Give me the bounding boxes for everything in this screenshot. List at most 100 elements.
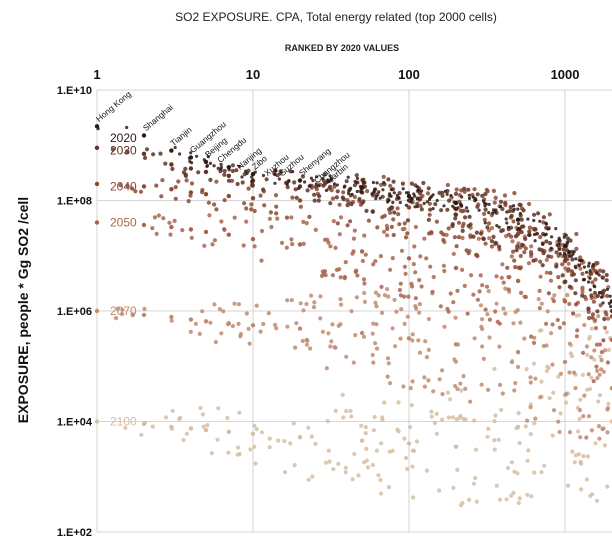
grid-lines bbox=[96, 89, 612, 533]
data-point bbox=[212, 202, 217, 207]
data-point bbox=[596, 424, 602, 429]
data-point bbox=[320, 329, 325, 334]
data-point bbox=[189, 151, 193, 155]
data-point bbox=[190, 161, 194, 165]
data-point bbox=[473, 199, 477, 203]
data-point bbox=[425, 200, 429, 204]
data-point bbox=[250, 196, 256, 201]
data-point bbox=[586, 414, 592, 419]
data-point bbox=[330, 273, 335, 278]
data-point bbox=[311, 179, 315, 183]
data-point bbox=[600, 275, 605, 280]
data-point bbox=[400, 181, 405, 186]
data-point bbox=[532, 232, 537, 237]
data-point bbox=[498, 382, 503, 387]
data-point bbox=[548, 278, 554, 283]
data-point bbox=[298, 204, 303, 209]
data-point bbox=[246, 168, 251, 173]
data-point bbox=[269, 224, 274, 230]
data-point bbox=[402, 294, 407, 299]
data-point bbox=[225, 415, 230, 421]
data-point bbox=[363, 181, 367, 185]
data-point bbox=[261, 321, 266, 327]
data-point bbox=[142, 306, 147, 311]
data-point bbox=[396, 400, 401, 405]
data-point bbox=[481, 356, 486, 361]
data-point bbox=[431, 274, 436, 280]
data-point bbox=[567, 370, 572, 375]
data-point bbox=[249, 207, 254, 212]
data-point bbox=[458, 208, 463, 213]
data-point bbox=[349, 309, 354, 314]
data-point bbox=[533, 416, 538, 421]
data-point bbox=[448, 397, 453, 402]
data-point bbox=[566, 236, 571, 241]
data-point bbox=[244, 206, 249, 211]
data-point bbox=[94, 308, 100, 314]
data-point bbox=[482, 199, 486, 203]
data-point bbox=[592, 290, 598, 295]
data-point bbox=[586, 264, 591, 268]
data-point bbox=[203, 169, 209, 175]
data-point bbox=[552, 293, 557, 298]
data-point bbox=[216, 166, 220, 170]
data-point bbox=[424, 256, 429, 261]
x-tick-label: 1 bbox=[93, 67, 100, 82]
data-point bbox=[304, 301, 309, 307]
series-2020 bbox=[94, 124, 612, 309]
data-point bbox=[332, 182, 336, 186]
data-point bbox=[240, 180, 245, 185]
data-point bbox=[497, 244, 502, 249]
data-point bbox=[517, 496, 522, 501]
data-point bbox=[574, 266, 578, 270]
data-point bbox=[250, 183, 255, 188]
data-point bbox=[219, 331, 224, 336]
data-point bbox=[404, 455, 409, 461]
data-point bbox=[605, 360, 611, 365]
data-point bbox=[590, 315, 595, 320]
data-point bbox=[595, 271, 599, 275]
data-point bbox=[556, 419, 561, 424]
data-point bbox=[304, 221, 309, 226]
data-point bbox=[518, 253, 523, 259]
data-point bbox=[567, 341, 572, 346]
data-point bbox=[289, 215, 294, 220]
data-point bbox=[206, 200, 211, 205]
data-point bbox=[386, 294, 391, 299]
data-point bbox=[567, 301, 572, 307]
data-point bbox=[411, 262, 416, 267]
data-point bbox=[362, 233, 367, 238]
data-point bbox=[480, 193, 485, 198]
data-point bbox=[546, 254, 551, 259]
data-point bbox=[571, 272, 577, 277]
data-point bbox=[326, 180, 330, 184]
data-point bbox=[420, 189, 424, 193]
data-point bbox=[472, 336, 477, 341]
data-point bbox=[291, 170, 295, 174]
data-point bbox=[371, 262, 376, 267]
data-point bbox=[468, 399, 473, 404]
data-point bbox=[573, 291, 578, 296]
data-point bbox=[342, 185, 346, 189]
data-point bbox=[501, 306, 506, 311]
data-point bbox=[438, 304, 443, 309]
data-point bbox=[392, 297, 397, 302]
data-point bbox=[331, 219, 336, 224]
data-point bbox=[514, 248, 519, 253]
data-point bbox=[244, 311, 249, 316]
data-point bbox=[210, 242, 215, 247]
data-point bbox=[241, 243, 246, 248]
data-point bbox=[374, 346, 380, 351]
data-point bbox=[309, 293, 314, 298]
data-point bbox=[431, 193, 435, 197]
data-point bbox=[378, 196, 382, 200]
data-point bbox=[350, 192, 354, 196]
data-point bbox=[217, 307, 222, 312]
data-point bbox=[188, 227, 194, 232]
data-point bbox=[577, 408, 583, 413]
data-point bbox=[292, 180, 297, 185]
data-point bbox=[487, 335, 492, 340]
data-point bbox=[183, 166, 188, 171]
data-point bbox=[474, 252, 479, 257]
data-point bbox=[517, 227, 521, 231]
